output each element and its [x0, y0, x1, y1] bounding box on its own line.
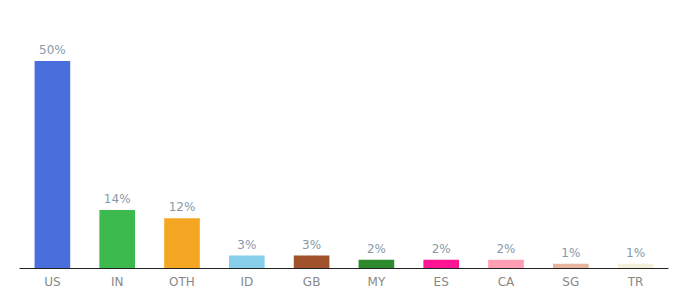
svg-text:US: US — [44, 275, 60, 289]
svg-text:OTH: OTH — [169, 275, 195, 289]
svg-text:2%: 2% — [432, 242, 451, 256]
svg-text:ES: ES — [434, 275, 449, 289]
svg-text:2%: 2% — [496, 242, 515, 256]
svg-text:50%: 50% — [39, 43, 66, 57]
svg-text:CA: CA — [498, 275, 515, 289]
svg-text:MY: MY — [368, 275, 386, 289]
svg-text:3%: 3% — [237, 238, 256, 252]
svg-text:IN: IN — [111, 275, 124, 289]
svg-text:SG: SG — [562, 275, 579, 289]
svg-text:1%: 1% — [561, 246, 580, 260]
svg-text:14%: 14% — [104, 192, 131, 206]
svg-text:12%: 12% — [169, 200, 196, 214]
svg-text:3%: 3% — [302, 238, 321, 252]
svg-text:GB: GB — [303, 275, 321, 289]
svg-text:2%: 2% — [367, 242, 386, 256]
svg-text:TR: TR — [627, 275, 644, 289]
svg-text:ID: ID — [240, 275, 253, 289]
svg-text:1%: 1% — [626, 246, 645, 260]
